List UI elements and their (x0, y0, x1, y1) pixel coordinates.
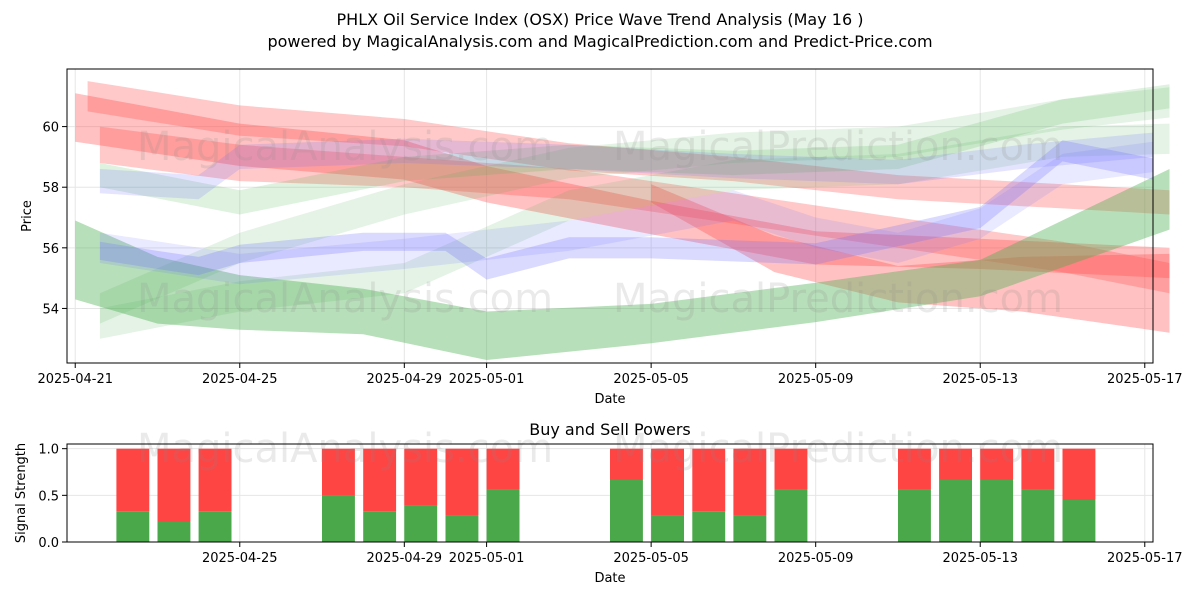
watermark-prediction-top: MagicalPrediction.com (613, 124, 1063, 170)
sell-bar (610, 448, 643, 480)
signal-y-tick-label: 0.0 (38, 536, 59, 551)
sell-bar (116, 448, 150, 512)
buy-bar (774, 489, 808, 542)
signal-x-tick-label: 2025-05-17 (1107, 551, 1183, 566)
signal-y-axis: 0.0 0.5 1.0 (38, 443, 67, 551)
price-watermarks: MagicalAnalysis.com MagicalPrediction.co… (137, 124, 1063, 322)
chart-title: PHLX Oil Service Index (OSX) Price Wave … (337, 10, 864, 29)
chart-subtitle: powered by MagicalAnalysis.com and Magic… (267, 32, 932, 51)
price-band-red-3 (651, 184, 1170, 333)
buy-bar (898, 489, 931, 542)
price-band-red-0 (75, 93, 1170, 279)
price-grid (67, 69, 1153, 363)
sell-bar (404, 448, 438, 506)
buy-bar (1062, 500, 1096, 542)
signal-x-tick-label: 2025-04-25 (202, 551, 278, 566)
price-x-tick-label: 2025-04-25 (202, 372, 278, 387)
price-band-green-4 (75, 169, 1170, 360)
sell-bar (363, 448, 397, 512)
buy-bar (198, 511, 232, 542)
sell-bar (157, 448, 191, 522)
buy-bar (116, 511, 150, 542)
price-x-tick-label: 2025-04-29 (367, 372, 443, 387)
buy-bar (157, 521, 191, 542)
signal-y-tick-label: 0.5 (38, 489, 59, 504)
price-band-green-6 (99, 87, 1170, 324)
sell-bar (198, 448, 232, 512)
price-y-tick-label: 56 (42, 242, 59, 257)
price-y-axis: 54 56 58 60 (42, 121, 67, 317)
price-band-green-7 (99, 123, 1170, 339)
sell-bar (692, 448, 726, 512)
sell-bar (774, 448, 808, 490)
signal-chart-title: Buy and Sell Powers (529, 420, 691, 439)
signal-plot-frame (66, 443, 1154, 543)
price-x-tick-label: 2025-05-01 (449, 372, 525, 387)
signal-x-tick-label: 2025-05-09 (778, 551, 854, 566)
signal-x-tick-label: 2025-05-13 (942, 551, 1018, 566)
price-x-label: Date (594, 392, 625, 407)
price-x-tick-label: 2025-04-21 (37, 372, 113, 387)
buy-bar (404, 505, 438, 542)
sell-bar (733, 448, 767, 516)
buy-bar (733, 515, 767, 542)
watermark-prediction-mid: MagicalPrediction.com (613, 276, 1063, 322)
buy-bar (445, 515, 479, 542)
buy-bar (322, 495, 355, 542)
signal-x-tick-label: 2025-05-01 (449, 551, 525, 566)
price-y-label: Price (20, 200, 35, 232)
price-band-blue-9 (99, 132, 1153, 200)
price-bands (75, 81, 1170, 360)
signal-bars (116, 448, 1096, 542)
watermark-analysis-mid: MagicalAnalysis.com (137, 276, 553, 322)
signal-watermarks: MagicalAnalysis.com MagicalPrediction.co… (137, 426, 1063, 472)
sell-bar (1021, 448, 1055, 490)
sell-bar (445, 448, 479, 516)
price-band-blue-8 (99, 140, 1153, 280)
price-band-green-5 (99, 84, 1170, 215)
buy-bar (980, 479, 1014, 542)
price-band-red-2 (99, 126, 1170, 294)
price-x-tick-label: 2025-05-17 (1107, 372, 1183, 387)
price-x-tick-label: 2025-05-09 (778, 372, 854, 387)
watermark-analysis-bottom: MagicalAnalysis.com (137, 426, 553, 472)
buy-bar (363, 511, 397, 542)
price-x-tick-label: 2025-05-05 (613, 372, 689, 387)
sell-bar (898, 448, 931, 490)
buy-bar (610, 479, 643, 542)
sell-bar (486, 448, 520, 490)
signal-y-tick-label: 1.0 (38, 443, 59, 458)
watermark-prediction-bottom: MagicalPrediction.com (613, 426, 1063, 472)
watermark-analysis-top: MagicalAnalysis.com (137, 124, 553, 170)
sell-bar (651, 448, 684, 516)
sell-bar (322, 448, 355, 496)
sell-bar (980, 448, 1014, 480)
signal-x-tick-label: 2025-04-29 (367, 551, 443, 566)
price-y-tick-label: 54 (42, 302, 59, 317)
price-y-tick-label: 60 (42, 121, 59, 136)
price-x-axis: 2025-04-21 2025-04-25 2025-04-29 2025-05-01… (37, 363, 1183, 387)
price-plot-frame (66, 68, 1154, 364)
sell-bar (939, 448, 972, 480)
price-band-blue-10 (99, 141, 1153, 285)
buy-bar (692, 511, 726, 542)
signal-x-label: Date (594, 571, 625, 586)
buy-bar (939, 479, 972, 542)
buy-bar (486, 489, 520, 542)
price-x-tick-label: 2025-05-13 (942, 372, 1018, 387)
buy-bar (1021, 489, 1055, 542)
signal-x-tick-label: 2025-05-05 (613, 551, 689, 566)
signal-y-label: Signal Strength (14, 443, 29, 543)
buy-bar (651, 515, 684, 542)
sell-bar (1062, 448, 1096, 500)
signal-x-axis: 2025-04-25 2025-04-29 2025-05-01 2025-05-05… (202, 542, 1183, 566)
price-band-red-1 (87, 81, 1170, 215)
price-y-tick-label: 58 (42, 181, 59, 196)
